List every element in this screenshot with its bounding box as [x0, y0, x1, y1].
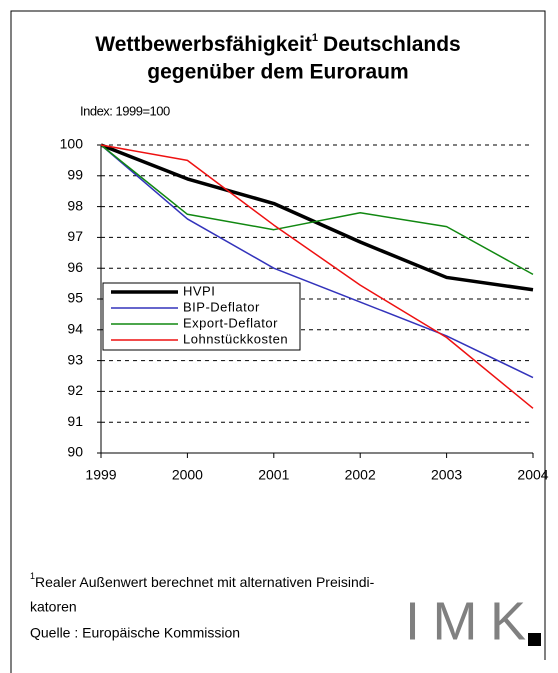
x-tick-label: 2003: [431, 467, 462, 483]
source: Quelle : Europäische Kommission: [30, 625, 240, 641]
series-line: [100, 143, 534, 292]
y-tick-label: 98: [67, 197, 83, 213]
y-tick-label: 95: [67, 290, 83, 306]
legend-label: BIP-Deflator: [183, 299, 260, 314]
series-line: [100, 144, 534, 379]
series-line: [100, 144, 534, 276]
title-footnote-mark: 1: [312, 32, 318, 44]
y-tick-label: 93: [67, 351, 83, 367]
logo: IMK: [405, 591, 526, 651]
y-tick-label: 94: [67, 321, 83, 337]
x-tick-label: 2001: [258, 467, 289, 483]
x-tick-label: 2000: [172, 467, 203, 483]
footnote: 1Realer Außenwert berechnet mit alternat…: [30, 571, 375, 589]
y-tick-label: 99: [67, 167, 83, 183]
y-tick-label: 91: [67, 413, 83, 429]
y-tick-label: 100: [60, 136, 84, 152]
y-tick-label: 92: [67, 382, 83, 398]
x-tick-label: 2004: [517, 467, 548, 483]
x-tick-label: 1999: [85, 467, 116, 483]
y-axis-label: Index: 1999=100: [80, 103, 170, 118]
legend-label: Lohnstückkosten: [183, 331, 288, 346]
x-tick-label: 2002: [345, 467, 376, 483]
y-tick-label: 96: [67, 259, 83, 275]
legend-label: HVPI: [183, 283, 215, 298]
title-part: Wettbewerbsfähigkeit: [95, 33, 312, 56]
footnote: katoren: [30, 599, 77, 615]
frame: [10, 10, 546, 673]
logo-square: [528, 633, 541, 646]
legend-box: [102, 282, 301, 351]
chart-title: gegenüber dem Euroraum: [147, 61, 408, 84]
series-line: [100, 144, 534, 409]
footnote-text: Realer Außenwert berechnet mit alternati…: [35, 574, 375, 590]
footnote-mark: 1: [30, 571, 35, 581]
title-part: Deutschlands: [323, 33, 461, 56]
y-tick-label: 90: [67, 444, 83, 460]
chart-title: Wettbewerbsfähigkeit1 Deutschlands: [95, 32, 460, 56]
y-tick-label: 97: [67, 228, 83, 244]
legend-label: Export-Deflator: [183, 315, 278, 330]
